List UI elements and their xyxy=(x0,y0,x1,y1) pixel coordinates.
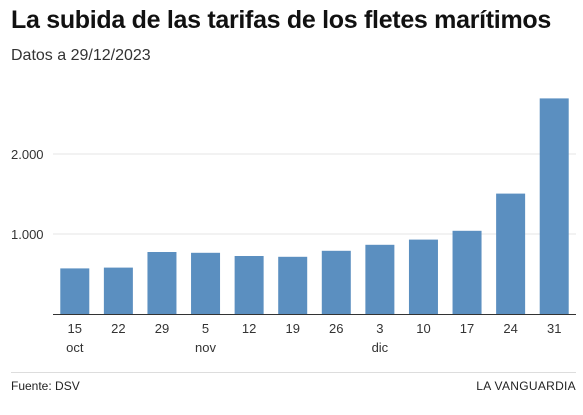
bar-12 xyxy=(234,256,264,314)
x-tick-label: 26 xyxy=(329,321,343,336)
brand-label: LA VANGUARDIA xyxy=(476,379,576,393)
bar-3 xyxy=(365,244,395,314)
x-tick-label: 29 xyxy=(155,321,169,336)
y-tick-label: 1.000 xyxy=(11,227,44,242)
bar-29 xyxy=(147,252,177,314)
bar-15 xyxy=(60,268,90,314)
month-label-nov: nov xyxy=(195,340,216,355)
bar-26 xyxy=(321,250,351,314)
x-tick-label: 12 xyxy=(242,321,256,336)
x-tick-label: 10 xyxy=(416,321,430,336)
x-tick-label: 24 xyxy=(503,321,517,336)
bar-22 xyxy=(103,267,133,314)
bar-24 xyxy=(496,193,526,314)
x-tick-label: 22 xyxy=(111,321,125,336)
footer-divider xyxy=(11,372,576,373)
bar-31 xyxy=(539,98,569,315)
bar-10 xyxy=(408,239,438,314)
x-tick-label: 15 xyxy=(68,321,82,336)
x-tick-label: 17 xyxy=(460,321,474,336)
bar-19 xyxy=(278,256,308,314)
source-note: Fuente: DSV xyxy=(11,379,80,393)
bar-17 xyxy=(452,230,482,314)
bar-chart: 1.000 2.000 15 22 29 5 12 19 26 3 10 17 24 31 oct nov di… xyxy=(11,98,576,355)
chart-title: La subida de las tarifas de los fletes m… xyxy=(11,6,551,34)
chart-subtitle: Datos a 29/12/2023 xyxy=(11,47,151,64)
month-label-dic: dic xyxy=(372,340,389,355)
x-tick-label: 5 xyxy=(202,321,209,336)
x-tick-label: 31 xyxy=(547,321,561,336)
y-tick-label: 2.000 xyxy=(11,147,44,162)
month-label-oct: oct xyxy=(66,340,84,355)
x-tick-label: 3 xyxy=(376,321,383,336)
bar-5 xyxy=(191,252,221,314)
x-tick-label: 19 xyxy=(285,321,299,336)
